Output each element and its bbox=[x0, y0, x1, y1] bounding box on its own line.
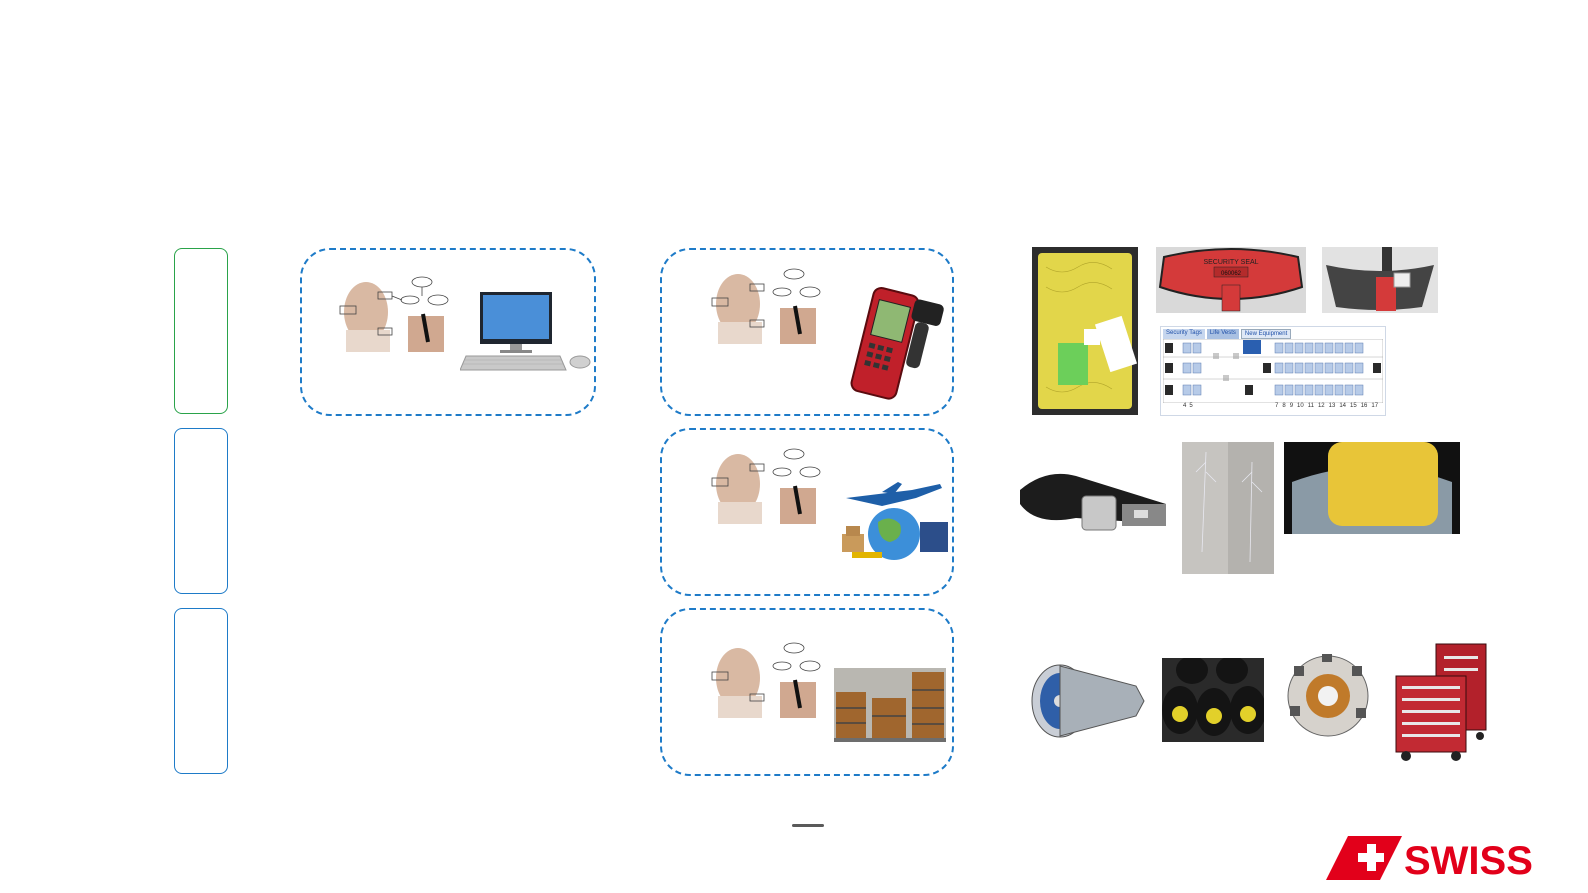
seat-fabric-image bbox=[1182, 442, 1274, 574]
jet-engine-image bbox=[1026, 656, 1152, 746]
seat-number: 14 bbox=[1339, 403, 1347, 409]
security-seal-image: SECURITY SEAL 060062 bbox=[1156, 247, 1306, 313]
person-writing-image bbox=[710, 638, 824, 718]
seat-number: 10 bbox=[1297, 403, 1304, 409]
logistics-globe-image bbox=[842, 482, 948, 564]
tab-security-tags: Security Tags bbox=[1163, 329, 1205, 339]
yellow-life-vest-pouch-image bbox=[1032, 247, 1138, 415]
tab-new-equipment: New Equipment bbox=[1240, 329, 1292, 339]
seat-number: 16 bbox=[1360, 403, 1368, 409]
aircraft-wheels-image bbox=[1162, 658, 1264, 742]
seat-number: 8 bbox=[1282, 403, 1286, 409]
row-marker-1 bbox=[174, 248, 228, 414]
seat-number: 7 bbox=[1275, 403, 1279, 409]
process-box-desktop bbox=[300, 248, 596, 416]
seat-number: 12 bbox=[1317, 403, 1325, 409]
seat-number: 17 bbox=[1371, 403, 1379, 409]
process-box-warehouse bbox=[660, 608, 954, 776]
security-seal-text: SECURITY SEAL bbox=[1203, 259, 1258, 266]
person-writing-image bbox=[710, 264, 824, 344]
seat-belt-extension-image bbox=[1016, 454, 1172, 568]
tool-cabinet-image bbox=[1392, 640, 1502, 764]
row-marker-2 bbox=[174, 428, 228, 594]
handheld-scanner-image bbox=[842, 284, 946, 404]
seat-number: 11 bbox=[1307, 403, 1314, 409]
tab-life-vests: Life Vests bbox=[1206, 329, 1239, 339]
seat-number: 5 bbox=[1189, 403, 1193, 409]
seat-number: 9 bbox=[1289, 403, 1294, 409]
headrest-cover-image bbox=[1284, 442, 1460, 534]
process-box-scanner bbox=[660, 248, 954, 416]
warehouse-shelves-image bbox=[834, 668, 946, 742]
engine-part-image bbox=[1276, 646, 1380, 744]
row-marker-3 bbox=[174, 608, 228, 774]
process-box-logistics bbox=[660, 428, 954, 596]
seat-belt-seal-image bbox=[1322, 247, 1438, 313]
swiss-logo: SWISS bbox=[1326, 836, 1558, 883]
security-seal-number: 060062 bbox=[1221, 271, 1242, 277]
person-writing-image bbox=[710, 444, 824, 524]
seat-map-screenshot: Security Tags Life Vests New Equipment bbox=[1160, 326, 1386, 416]
swiss-brand-text: SWISS bbox=[1404, 839, 1533, 880]
decorative-mark bbox=[792, 824, 824, 827]
seat-number: 13 bbox=[1328, 403, 1336, 409]
seat-number: 15 bbox=[1350, 403, 1357, 409]
desktop-computer-image bbox=[460, 292, 592, 376]
seat-number: 4 bbox=[1183, 403, 1187, 409]
person-writing-image bbox=[338, 272, 452, 352]
